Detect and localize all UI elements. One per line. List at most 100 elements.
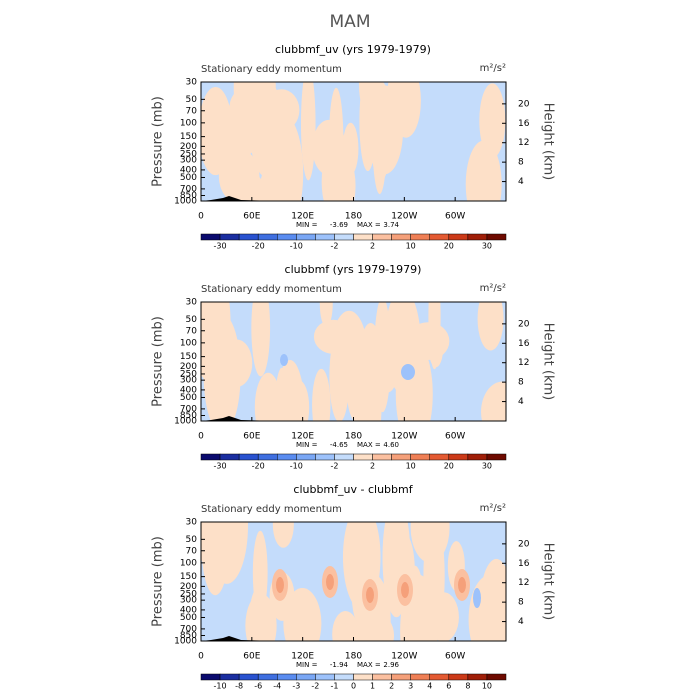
colorbar-label: 0 (351, 682, 356, 691)
colorbar-box (238, 453, 259, 461)
colorbar-box (353, 233, 373, 241)
colorbar-box (372, 233, 392, 241)
x-tick-label: 60W (445, 212, 465, 222)
colorbar-label: -30 (214, 462, 227, 471)
colorbar-box (410, 673, 430, 681)
colorbar-box (296, 233, 316, 241)
field-blob (384, 302, 421, 394)
colorbar-box (372, 673, 392, 681)
min-value: -4.65 (330, 441, 348, 449)
colorbar-box (277, 453, 297, 461)
colorbar-box (219, 453, 240, 461)
field-blob (251, 302, 271, 377)
colorbar-label: 2 (370, 462, 375, 471)
field-blob (465, 140, 502, 201)
min-label: MIN = (296, 661, 318, 669)
x-tick-label: 180 (345, 432, 362, 442)
panel: clubbmf_uv (yrs 1979-1979) Stationary edd… (151, 43, 556, 251)
field-blob (205, 522, 249, 584)
y-tick-label: 850 (180, 411, 197, 421)
colorbar-box (353, 453, 373, 461)
colorbar-box (200, 673, 221, 681)
y2-tick-label: 16 (518, 559, 530, 569)
y-tick-label: 1000 (174, 197, 197, 207)
colorbar-box (467, 673, 488, 681)
y2-tick-label: 12 (518, 578, 529, 588)
panel-title: clubbmf_uv - clubbmf (293, 483, 413, 496)
x-tick-label: 120W (391, 432, 417, 442)
field-blob (329, 331, 350, 421)
field-blob (312, 368, 331, 421)
y-tick-label: 400 (180, 165, 197, 175)
y-tick-label: 300 (180, 596, 197, 606)
colorbar-label: 30 (482, 462, 492, 471)
y-tick-label: 700 (180, 624, 197, 634)
panel-subtitle: Stationary eddy momentum (201, 64, 342, 75)
colorbar-box (219, 673, 240, 681)
y-tick-label: 100 (180, 558, 197, 568)
y-tick-label: 200 (180, 582, 197, 592)
field-blob (473, 588, 481, 608)
y2-tick-label: 16 (518, 119, 530, 129)
x-tick-label: 60W (445, 432, 465, 442)
y-tick-label: 1000 (174, 417, 197, 427)
colorbar-label: -2 (330, 462, 338, 471)
y-tick-label: 850 (180, 631, 197, 641)
colorbar-label: -20 (252, 242, 265, 251)
colorbar-label: -1 (330, 682, 338, 691)
x-tick-label: 0 (198, 432, 204, 442)
field-blob (372, 82, 388, 195)
colorbar-label: 20 (444, 462, 454, 471)
colorbar-box (353, 673, 373, 681)
y-tick-label: 700 (180, 404, 197, 414)
x-tick-label: 0 (198, 652, 204, 662)
y2-axis-title: Height (km) (541, 543, 556, 620)
colorbar-label: -20 (252, 462, 265, 471)
colorbar-label: 30 (482, 242, 492, 251)
field-blob (283, 588, 322, 641)
max-label: MAX = (357, 221, 381, 229)
field-blob (401, 582, 409, 598)
colorbar-box (200, 233, 221, 241)
colorbar-box (486, 453, 507, 461)
y-tick-label: 70 (186, 106, 198, 116)
field-blob (274, 367, 289, 421)
colorbar-box (486, 233, 507, 241)
x-tick-label: 120W (391, 212, 417, 222)
panel: clubbmf_uv - clubbmf Stationary eddy mome… (151, 483, 556, 691)
field-blob (276, 164, 289, 201)
colorbar-box (238, 673, 259, 681)
colorbar-label: -8 (235, 682, 243, 691)
x-tick-label: 180 (345, 212, 362, 222)
y-tick-label: 400 (180, 385, 197, 395)
colorbar-label: -3 (292, 682, 300, 691)
x-tick-label: 60E (243, 652, 260, 662)
colorbar-box (200, 453, 221, 461)
y-tick-label: 30 (186, 298, 198, 308)
colorbar-label: 8 (465, 682, 470, 691)
colorbar-label: -6 (254, 682, 262, 691)
y-axis-title: Pressure (mb) (151, 536, 166, 627)
y-tick-label: 50 (186, 95, 198, 105)
field-blob (401, 364, 415, 380)
colorbar-label: 2 (389, 682, 394, 691)
field-blob (479, 83, 506, 158)
field-blob (428, 302, 441, 370)
max-value: 2.96 (383, 661, 399, 669)
y2-tick-label: 16 (518, 339, 530, 349)
y2-axis-title: Height (km) (541, 323, 556, 400)
contour-field (201, 302, 506, 421)
colorbar-box (467, 233, 488, 241)
y-tick-label: 100 (180, 118, 197, 128)
x-tick-label: 60E (243, 212, 260, 222)
colorbar-label: 10 (406, 462, 416, 471)
y-tick-label: 30 (186, 518, 198, 528)
colorbar-box (429, 233, 450, 241)
field-blob (201, 86, 233, 176)
field-blob (324, 149, 356, 201)
x-tick-label: 60W (445, 652, 465, 662)
field-blob (300, 82, 316, 181)
colorbar-box (277, 673, 297, 681)
field-blob (272, 522, 294, 548)
colorbar-label: 4 (427, 682, 432, 691)
